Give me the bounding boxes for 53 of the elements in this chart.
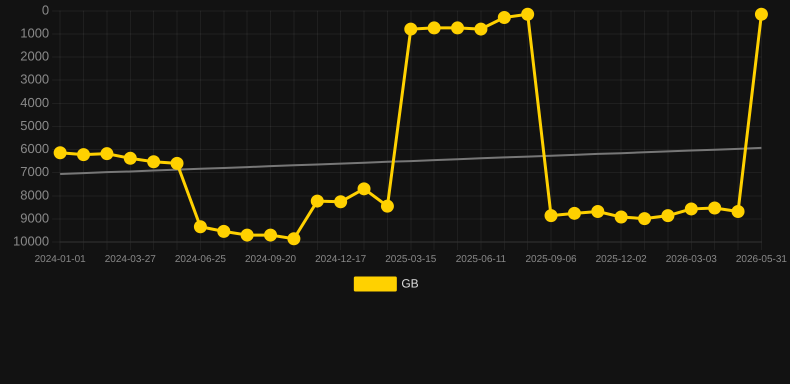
y-tick-label: 9000 [20,210,50,226]
point [544,209,558,222]
y-tick-label: 2000 [20,48,50,64]
point [568,206,581,220]
x-tick-label: 2025-12-02 [596,254,648,265]
point [591,204,604,218]
point [474,22,488,36]
y-tick-label: 8000 [20,187,50,202]
point [404,22,418,36]
point [147,155,160,168]
y-tick-label: 4000 [20,94,50,110]
point [264,228,278,242]
x-tick-label: 2024-09-20 [244,254,297,265]
point [194,220,207,234]
y-tick-label: 1000 [20,26,50,40]
x-tick-label: 2024-06-25 [174,254,226,265]
point [732,204,745,218]
y-tick-label: 3000 [20,72,50,87]
point [661,209,674,222]
y-tick-label: 7000 [20,164,50,180]
y-tick-label: 5000 [20,118,50,133]
point [451,21,464,34]
point [217,224,230,238]
point [754,8,768,21]
x-tick-label: 2025-03-15 [385,254,437,265]
x-tick-label: 2024-01-01 [34,254,86,265]
point [124,152,137,165]
point [521,8,534,21]
point [287,232,300,246]
x-tick-label: 2026-03-03 [666,254,718,265]
y-tick-label: 6000 [20,141,50,156]
x-tick-label: 2026-05-31 [736,254,788,265]
point [614,210,628,224]
point [170,156,184,170]
x-tick-label: 2024-12-17 [315,254,367,265]
x-tick-label: 2024-03-27 [104,254,156,265]
legend-label: GB [401,276,419,290]
point [428,21,441,34]
y-tick-label: 0 [42,2,50,18]
x-tick-label: 2025-06-11 [456,254,507,265]
point [100,147,114,160]
point [334,195,348,208]
point [498,11,511,24]
point [638,212,652,226]
point [684,202,698,216]
point [310,194,324,208]
point [77,148,90,162]
point [708,202,722,215]
x-tick-label: 2025-09-06 [525,254,578,265]
point [240,228,254,242]
point [380,200,394,213]
point [358,182,371,196]
y-tick-label: 10000 [12,234,50,249]
